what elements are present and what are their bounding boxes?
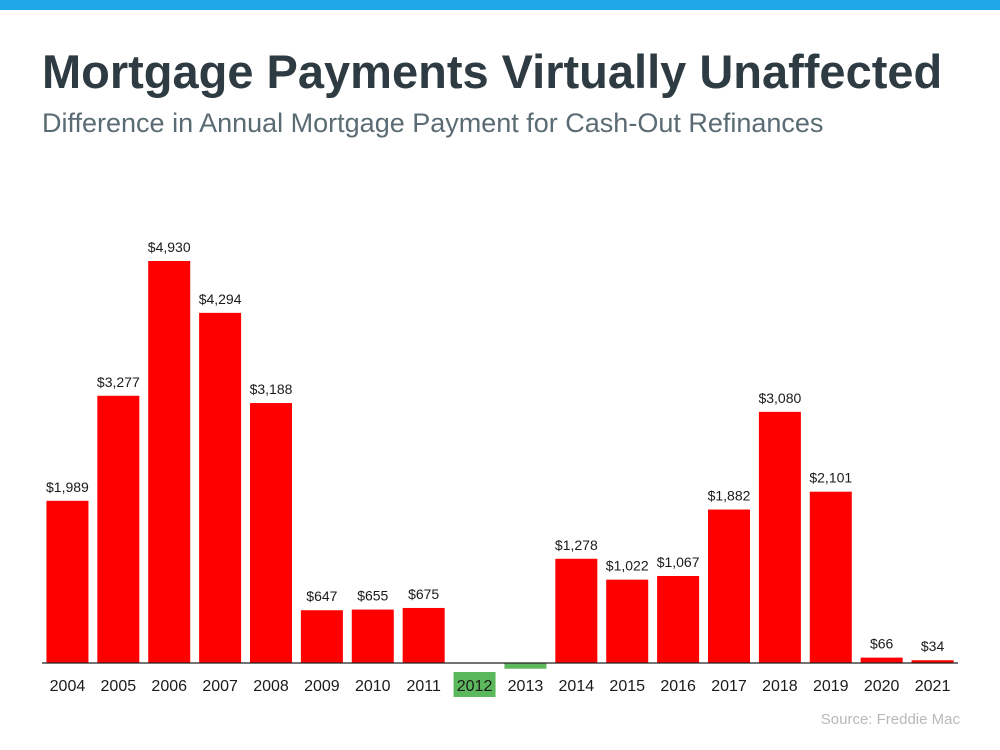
data-label-2008: $3,188 <box>250 381 293 397</box>
bar-2008 <box>250 403 292 663</box>
chart-title: Mortgage Payments Virtually Unaffected <box>42 45 943 98</box>
bar-2021 <box>911 660 954 663</box>
bar-2019 <box>809 491 852 663</box>
year-highlight-2012 <box>453 672 496 697</box>
year-label-2006: 2006 <box>151 678 187 695</box>
data-label-2014: $1,278 <box>555 537 598 553</box>
bar-2020 <box>860 657 903 663</box>
top-accent-bar <box>0 0 1000 10</box>
bar-2017 <box>708 509 750 663</box>
bar-2010 <box>351 609 394 663</box>
bar-2007 <box>199 312 242 663</box>
bar-2018 <box>758 411 801 663</box>
year-label-2009: 2009 <box>304 678 340 695</box>
bar-2004 <box>46 500 89 663</box>
year-label-2010: 2010 <box>355 678 391 695</box>
year-label-2004: 2004 <box>50 678 86 695</box>
year-label-2019: 2019 <box>813 678 849 695</box>
year-label-2014: 2014 <box>559 678 595 695</box>
data-label-2006: $4,930 <box>148 239 191 255</box>
chart-subtitle: Difference in Annual Mortgage Payment fo… <box>42 108 824 138</box>
year-label-2008: 2008 <box>253 678 289 695</box>
year-label-2020: 2020 <box>864 678 900 695</box>
data-label-2019: $2,101 <box>809 470 852 486</box>
year-label-2021: 2021 <box>915 678 951 695</box>
year-label-2017: 2017 <box>711 678 747 695</box>
year-label-2013: 2013 <box>508 678 544 695</box>
year-label-2007: 2007 <box>202 678 238 695</box>
bar-2016 <box>657 575 700 663</box>
bar-2006 <box>148 261 191 663</box>
year-label-2012: 2012 <box>457 678 493 695</box>
data-label-2017: $1,882 <box>708 488 751 504</box>
bar-2014 <box>555 558 598 663</box>
year-label-2011: 2011 <box>406 678 441 695</box>
data-label-2018: $3,080 <box>758 390 801 406</box>
year-label-2015: 2015 <box>609 678 645 695</box>
data-label-2016: $1,067 <box>657 554 700 570</box>
year-label-2016: 2016 <box>660 678 696 695</box>
data-label-2011: $675 <box>408 586 439 602</box>
data-label-2010: $655 <box>357 588 388 604</box>
bar-2005 <box>97 395 140 663</box>
year-label-2018: 2018 <box>762 678 798 695</box>
source-note: Source: Freddie Mac <box>820 711 960 728</box>
data-label-2020: $66 <box>870 636 894 652</box>
bar-2013 <box>504 663 547 669</box>
data-label-2005: $3,277 <box>97 374 140 390</box>
bar-2009 <box>300 610 343 663</box>
data-label-2009: $647 <box>306 588 337 604</box>
data-label-2021: $34 <box>921 638 945 654</box>
data-label-2015: $1,022 <box>606 558 649 574</box>
data-label-2004: $1,989 <box>46 479 89 495</box>
year-label-2005: 2005 <box>101 678 137 695</box>
data-label-2007: $4,294 <box>199 291 242 307</box>
bar-2011 <box>402 607 445 663</box>
bar-2015 <box>606 579 649 663</box>
